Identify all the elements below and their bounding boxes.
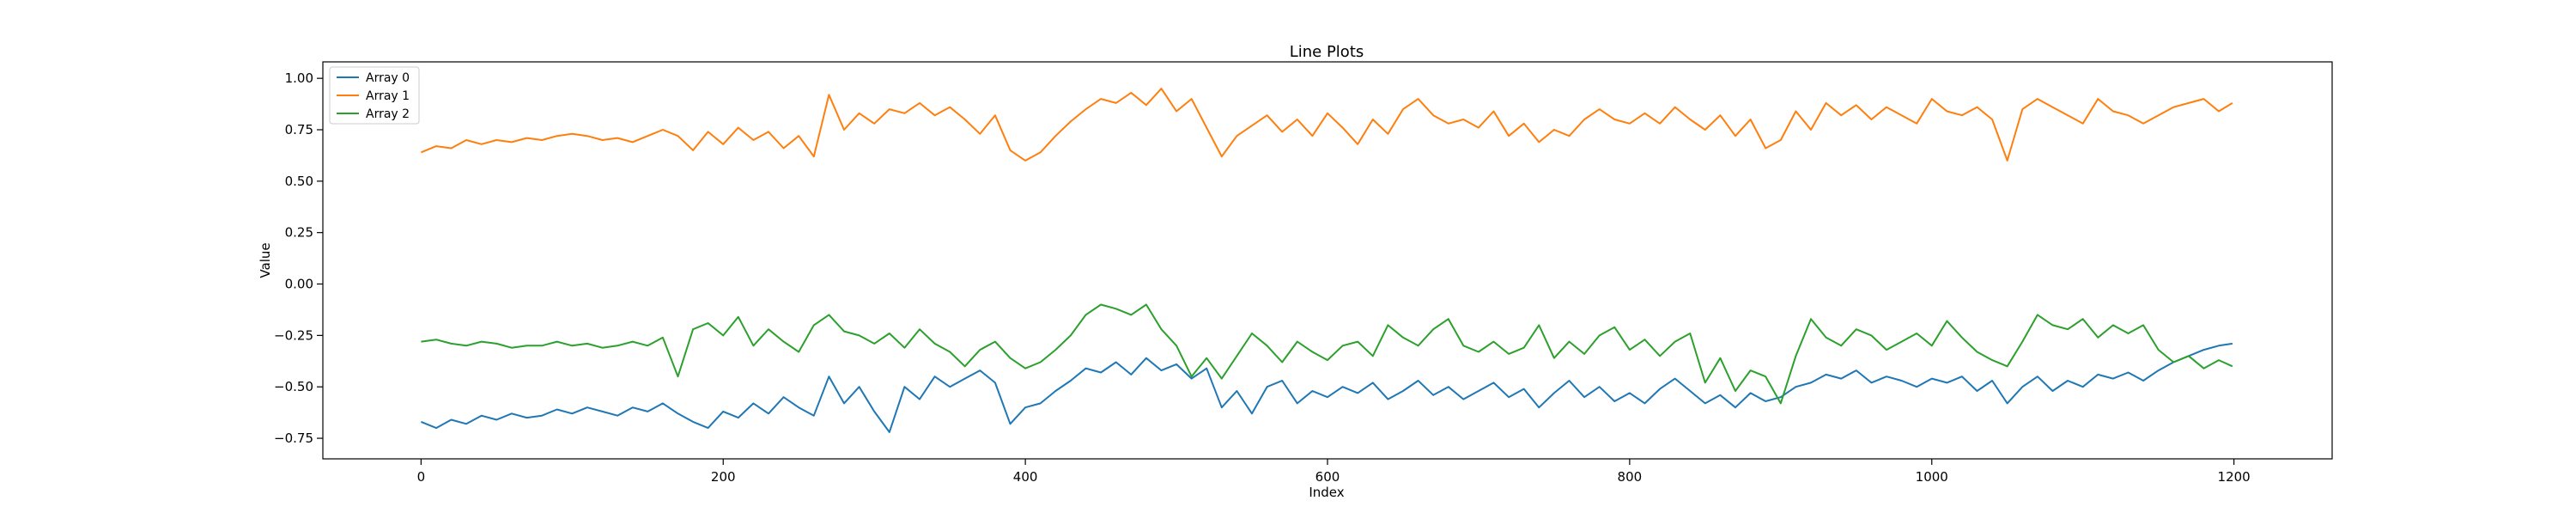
legend-label-0: Array 0 <box>366 71 410 85</box>
y-tick-label: 0.50 <box>285 174 313 189</box>
y-tick-label: −0.50 <box>274 379 313 394</box>
plot-area <box>322 61 2333 460</box>
x-tick-label: 1000 <box>1916 469 1948 485</box>
x-tick-label: 200 <box>711 469 736 485</box>
x-tick-label: 1200 <box>2218 469 2251 485</box>
x-tick-label: 400 <box>1013 469 1038 485</box>
legend-frame <box>329 66 420 125</box>
x-tick-label: 800 <box>1618 469 1643 485</box>
legend: Array 0 Array 1 Array 2 <box>329 66 420 125</box>
series-lines <box>421 88 2233 433</box>
x-tick-label: 0 <box>417 469 426 485</box>
y-tick-label: 0.75 <box>285 122 313 137</box>
y-axis: −0.75 −0.50 −0.25 0.00 0.25 0.50 0.75 1.00 <box>274 70 323 446</box>
y-tick-label: 1.00 <box>285 70 313 86</box>
x-axis-label: Index <box>1309 485 1344 500</box>
legend-label-1: Array 1 <box>366 89 410 103</box>
y-tick-label: −0.75 <box>274 430 313 446</box>
y-tick-label: 0.00 <box>285 277 313 292</box>
y-axis-label: Value <box>258 242 273 278</box>
chart-title: Line Plots <box>1290 43 1364 61</box>
series-line-1 <box>421 88 2233 162</box>
y-tick-label: 0.25 <box>285 225 313 241</box>
x-axis: 0 200 400 600 800 1000 1200 <box>417 459 2251 485</box>
series-line-0 <box>421 342 2233 433</box>
legend-label-2: Array 2 <box>366 107 410 121</box>
y-tick-label: −0.25 <box>274 327 313 343</box>
series-line-2 <box>421 303 2233 405</box>
x-tick-label: 600 <box>1315 469 1340 485</box>
